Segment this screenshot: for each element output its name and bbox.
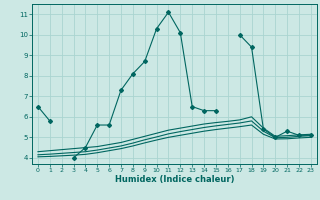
X-axis label: Humidex (Indice chaleur): Humidex (Indice chaleur) [115,175,234,184]
